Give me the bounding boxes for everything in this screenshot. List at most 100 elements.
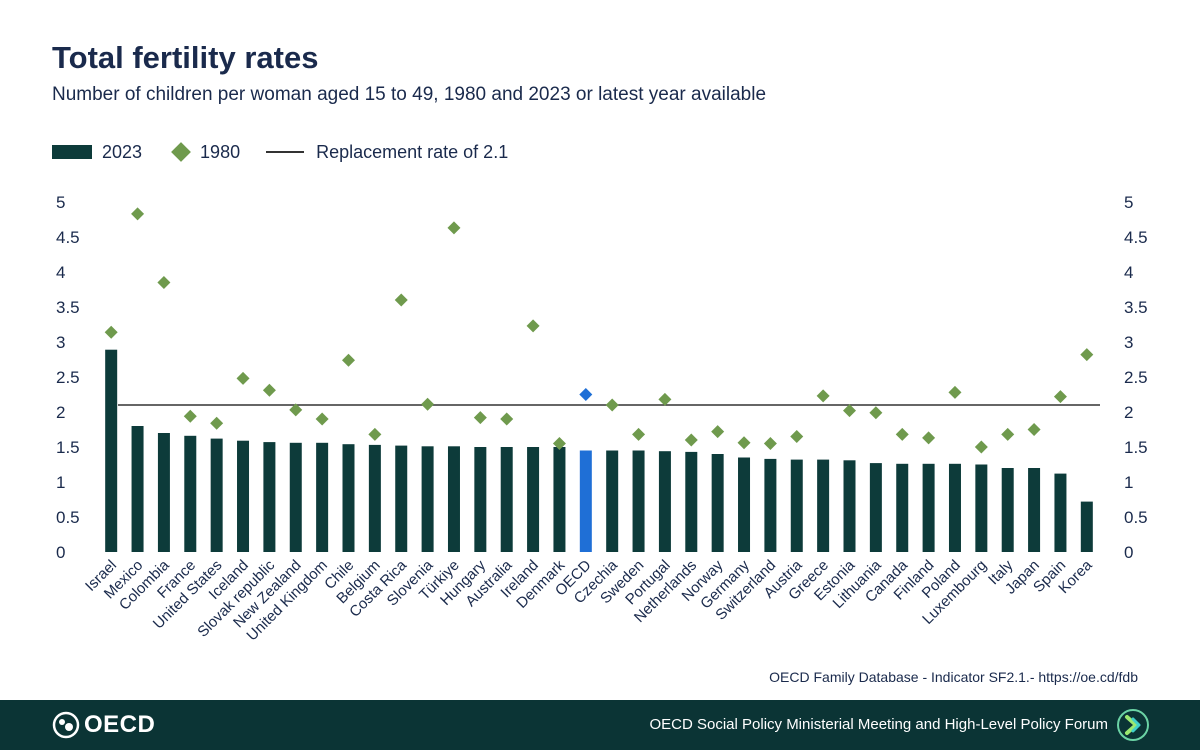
bar-2023-poland bbox=[948, 463, 961, 552]
diamond-1980-sweden bbox=[632, 427, 646, 441]
bar-2023-france bbox=[184, 435, 197, 552]
bar-2023-spain bbox=[1054, 473, 1067, 552]
y-tick-label-left: 4 bbox=[56, 263, 65, 282]
bar-2023-italy bbox=[1001, 468, 1014, 552]
diamond-1980-czechia bbox=[605, 398, 619, 412]
bar-2023-colombia bbox=[157, 433, 170, 552]
diamond-1980-korea bbox=[1080, 348, 1094, 362]
legend-item-1980: 1980 bbox=[168, 142, 240, 163]
diamond-1980-oecd bbox=[579, 388, 593, 401]
bar-2023-belgium bbox=[368, 444, 381, 552]
y-tick-label-right: 3 bbox=[1124, 333, 1133, 352]
y-tick-label-left: 4.5 bbox=[56, 228, 80, 247]
legend-diamond-swatch bbox=[171, 142, 191, 162]
diamond-1980-italy bbox=[1001, 427, 1015, 441]
forum-title: OECD Social Policy Ministerial Meeting a… bbox=[649, 716, 1108, 733]
diamond-1980-hungary bbox=[473, 411, 487, 425]
diamond-1980-luxembourg bbox=[974, 440, 988, 454]
diamond-1980-greece bbox=[816, 389, 830, 403]
diamond-1980-canada bbox=[895, 427, 909, 441]
legend-label-replacement: Replacement rate of 2.1 bbox=[316, 141, 509, 162]
bar-2023-t-rkiye bbox=[447, 446, 460, 552]
diamond-1980-israel bbox=[104, 325, 118, 339]
chevron-right-icon[interactable] bbox=[1116, 708, 1150, 742]
bar-2023-korea bbox=[1080, 501, 1093, 552]
diamond-1980-united-kingdom bbox=[315, 412, 329, 426]
bar-2023-united-states bbox=[210, 438, 223, 552]
y-tick-label-left: 0.5 bbox=[56, 508, 80, 527]
bar-2023-germany bbox=[738, 457, 751, 552]
chart-title: Total fertility rates bbox=[52, 40, 319, 75]
diamond-1980-finland bbox=[922, 431, 936, 445]
bar-2023-switzerland bbox=[764, 458, 777, 552]
bar-2023-hungary bbox=[474, 447, 487, 552]
diamond-1980-new-zealand bbox=[289, 403, 303, 417]
oecd-logo-text: OECD bbox=[84, 711, 156, 738]
diamond-1980-colombia bbox=[157, 276, 171, 289]
diamond-1980-costa-rica bbox=[394, 293, 408, 307]
diamond-1980-norway bbox=[711, 425, 725, 439]
bar-2023-oecd bbox=[579, 450, 592, 552]
diamond-1980-switzerland bbox=[763, 437, 777, 450]
footer-bar: OECD OECD Social Policy Ministerial Meet… bbox=[0, 700, 1200, 750]
y-tick-label-left: 2.5 bbox=[56, 368, 80, 387]
bar-2023-mexico bbox=[131, 426, 144, 552]
diamond-1980-united-states bbox=[210, 416, 224, 430]
y-tick-label-left: 1.5 bbox=[56, 438, 80, 457]
bar-2023-slovenia bbox=[421, 446, 434, 552]
diamond-1980-germany bbox=[737, 436, 751, 450]
legend-item-2023: 2023 bbox=[52, 142, 142, 163]
diamond-1980-estonia bbox=[843, 404, 856, 418]
bar-2023-luxembourg bbox=[975, 464, 988, 552]
y-tick-label-right: 0.5 bbox=[1124, 508, 1148, 527]
diamond-1980-japan bbox=[1027, 423, 1041, 436]
bar-2023-finland bbox=[922, 463, 935, 552]
y-tick-label-left: 2 bbox=[56, 403, 65, 422]
y-tick-label-right: 2 bbox=[1124, 403, 1133, 422]
bar-2023-netherlands bbox=[685, 451, 698, 552]
diamond-1980-slovak-republic bbox=[262, 383, 276, 397]
bar-2023-lithuania bbox=[869, 463, 882, 552]
diamond-1980-mexico bbox=[131, 207, 145, 221]
bar-2023-greece bbox=[817, 459, 830, 552]
diamond-1980-austria bbox=[790, 430, 804, 443]
bar-2023-costa-rica bbox=[395, 445, 408, 552]
y-tick-label-left: 0 bbox=[56, 543, 65, 562]
legend-label-2023: 2023 bbox=[102, 141, 143, 162]
bar-2023-new-zealand bbox=[289, 442, 302, 552]
y-tick-label-left: 3 bbox=[56, 333, 65, 352]
bar-2023-denmark bbox=[553, 447, 566, 552]
y-tick-label-right: 5 bbox=[1124, 193, 1133, 212]
diamond-1980-t-rkiye bbox=[447, 221, 461, 235]
diamond-1980-belgium bbox=[368, 427, 382, 441]
legend-label-1980: 1980 bbox=[200, 141, 241, 162]
bar-2023-chile bbox=[342, 444, 355, 552]
bar-2023-ireland bbox=[527, 447, 540, 552]
y-tick-label-right: 4.5 bbox=[1124, 228, 1148, 247]
diamond-1980-denmark bbox=[552, 437, 566, 450]
diamond-1980-netherlands bbox=[684, 433, 698, 447]
diamond-1980-chile bbox=[342, 353, 355, 367]
y-tick-label-left: 5 bbox=[56, 193, 65, 212]
y-tick-label-right: 1.5 bbox=[1124, 438, 1148, 457]
bar-2023-japan bbox=[1028, 468, 1041, 552]
legend-bar-swatch bbox=[52, 145, 92, 159]
y-tick-label-right: 4 bbox=[1124, 263, 1133, 282]
fertility-chart: 0 0 0.5 0.5 1 1 1.5 1.5 2 2 2.5 2.5 3 3 3.5 3.5 4 4 4.5 4.5… bbox=[56, 193, 1148, 644]
y-tick-label-right: 2.5 bbox=[1124, 368, 1148, 387]
legend-line-swatch bbox=[266, 151, 305, 153]
y-tick-label-left: 3.5 bbox=[56, 298, 80, 317]
bar-2023-canada bbox=[896, 463, 909, 552]
y-tick-label-left: 1 bbox=[56, 473, 65, 492]
source-note: OECD Family Database - Indicator SF2.1.-… bbox=[769, 669, 1138, 685]
bar-2023-estonia bbox=[843, 460, 856, 552]
chart-legend: 2023 1980 Replacement rate of 2.1 bbox=[52, 138, 534, 166]
bar-2023-czechia bbox=[606, 450, 619, 552]
bar-2023-united-kingdom bbox=[316, 442, 329, 552]
diamond-1980-slovenia bbox=[421, 397, 435, 411]
legend-item-replacement: Replacement rate of 2.1 bbox=[266, 142, 508, 163]
oecd-logo[interactable]: OECD bbox=[52, 711, 155, 739]
bar-2023-norway bbox=[711, 454, 724, 552]
y-tick-label-right: 3.5 bbox=[1124, 298, 1148, 317]
bar-2023-australia bbox=[500, 447, 513, 552]
